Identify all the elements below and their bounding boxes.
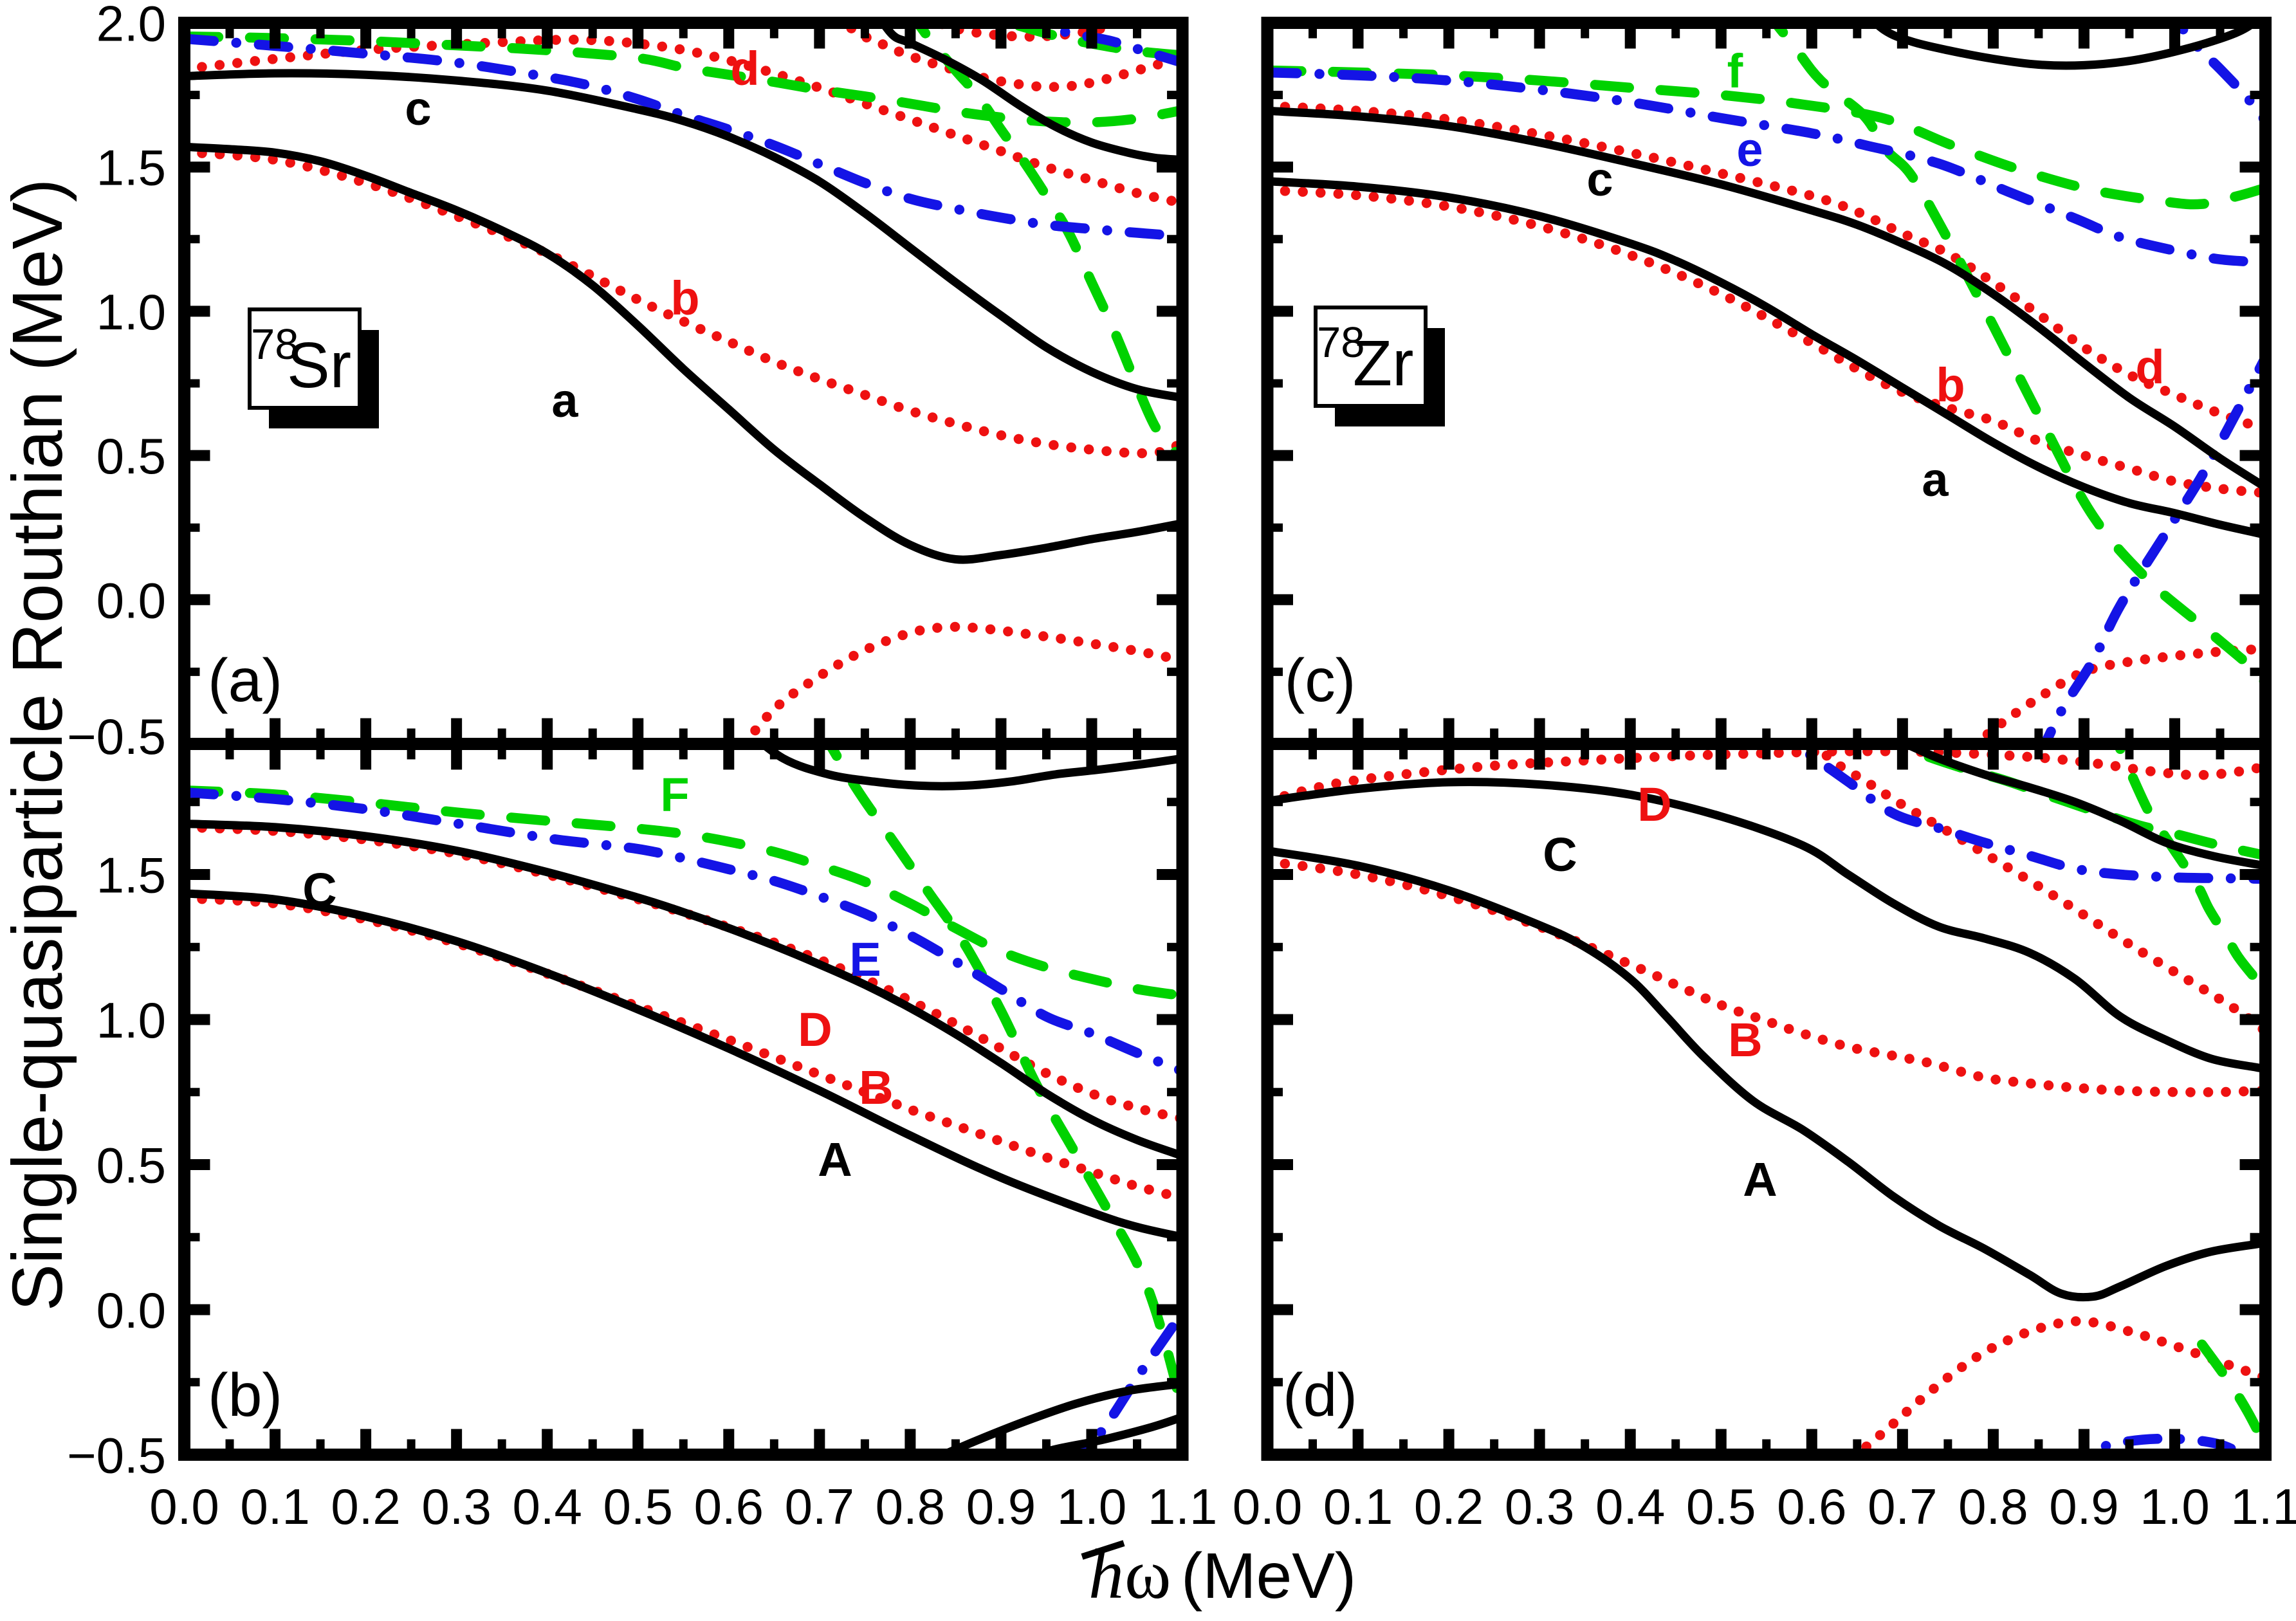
svg-text:0.6: 0.6 [694,1478,764,1535]
svg-text:A: A [1743,1153,1777,1206]
svg-text:78: 78 [251,320,299,369]
svg-text:(a): (a) [208,646,282,715]
svg-text:0.2: 0.2 [1414,1478,1483,1535]
svg-text:0.5: 0.5 [1686,1478,1756,1535]
svg-text:1.1: 1.1 [1148,1478,1217,1535]
svg-text:(b): (b) [208,1361,282,1429]
svg-text:1.0: 1.0 [2140,1478,2209,1535]
svg-text:0.9: 0.9 [2049,1478,2118,1535]
svg-text:−0.5: −0.5 [67,1427,166,1483]
svg-text:1.0: 1.0 [1057,1478,1126,1535]
svg-text:0.0: 0.0 [149,1478,219,1535]
svg-text:0.4: 0.4 [512,1478,582,1535]
svg-text:0.0: 0.0 [1233,1478,1302,1535]
svg-text:78: 78 [1317,318,1365,367]
svg-text:1.0: 1.0 [96,992,166,1049]
svg-text:0.3: 0.3 [1505,1478,1574,1535]
svg-text:1.5: 1.5 [96,847,166,903]
svg-text:c: c [1586,152,1613,206]
svg-text:0.4: 0.4 [1595,1478,1665,1535]
svg-text:E: E [849,933,881,986]
svg-text:e: e [1736,123,1763,176]
svg-text:0.7: 0.7 [785,1478,854,1535]
svg-text:f: f [1727,44,1743,98]
svg-text:0.2: 0.2 [331,1478,400,1535]
svg-text:Sr: Sr [287,329,351,401]
svg-text:0.9: 0.9 [966,1478,1036,1535]
svg-text:C: C [1543,828,1577,881]
svg-text:0.8: 0.8 [1958,1478,2028,1535]
svg-text:D: D [798,1003,832,1056]
svg-text:0.5: 0.5 [96,428,166,484]
svg-text:B: B [1728,1013,1762,1067]
svg-text:b: b [670,271,699,325]
svg-text:2.0: 2.0 [96,0,166,52]
svg-text:d: d [730,42,759,95]
svg-text:0.1: 0.1 [240,1478,309,1535]
svg-text:D: D [1637,778,1671,831]
svg-text:1.1: 1.1 [2230,1478,2296,1535]
svg-text:0.1: 0.1 [1323,1478,1393,1535]
svg-text:A: A [818,1133,852,1186]
svg-text:0.5: 0.5 [603,1478,673,1535]
svg-text:b: b [1936,358,1965,412]
svg-text:F: F [660,768,689,821]
svg-text:(c): (c) [1285,646,1356,715]
svg-text:C: C [302,863,336,917]
svg-text:0.7: 0.7 [1868,1478,1937,1535]
svg-text:0.3: 0.3 [421,1478,491,1535]
svg-text:(MeV): (MeV) [1181,1540,1356,1612]
svg-text:B: B [859,1061,893,1114]
svg-text:−0.5: −0.5 [67,708,166,765]
svg-text:(d): (d) [1283,1361,1357,1429]
svg-text:0.0: 0.0 [96,572,166,628]
svg-text:0.0: 0.0 [96,1282,166,1339]
svg-text:ω: ω [1125,1535,1171,1613]
svg-text:0.8: 0.8 [876,1478,945,1535]
svg-text:0.6: 0.6 [1777,1478,1846,1535]
svg-text:a: a [551,374,578,427]
svg-text:d: d [2135,340,2164,394]
svg-text:1.5: 1.5 [96,140,166,196]
svg-text:Single-quasiparticle Routhian: Single-quasiparticle Routhian (MeV) [0,179,77,1312]
svg-text:0.5: 0.5 [96,1137,166,1193]
svg-text:Zr: Zr [1353,327,1413,399]
svg-text:1.0: 1.0 [96,284,166,340]
svg-text:c: c [405,82,431,135]
svg-text:a: a [1922,453,1949,506]
